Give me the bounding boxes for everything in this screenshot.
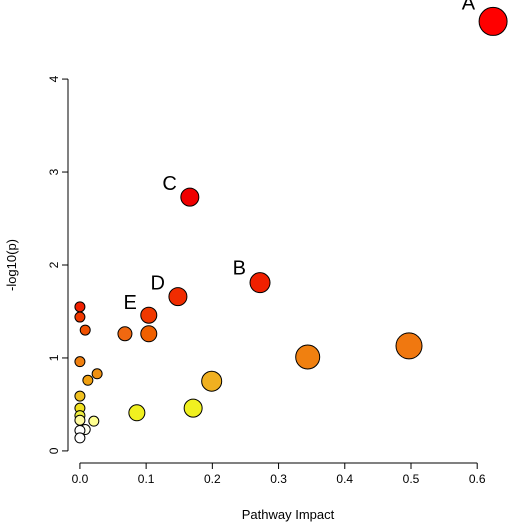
bubble [180,187,200,207]
bubble [79,324,91,336]
y-tick-label: 4 [47,75,61,82]
x-tick-label: 0.0 [72,472,89,486]
bubble [88,415,100,427]
bubble [74,414,86,426]
bubble [117,326,133,342]
x-tick-label: 0.3 [270,472,287,486]
bubble [82,374,94,386]
bubble [74,301,86,313]
bubble [183,398,203,418]
point-label: E [123,292,136,314]
bubble [249,272,271,294]
x-tick-label: 0.1 [138,472,155,486]
y-tick-label: 3 [47,168,61,175]
bubble [128,404,146,422]
bubble [295,344,321,370]
y-axis-label: -log10(p) [4,239,19,291]
bubble [74,432,86,444]
bubble [201,370,223,392]
y-tick-label: 1 [47,354,61,361]
bubble [395,332,423,360]
x-tick-label: 0.4 [336,472,353,486]
y-tick-label: 0 [47,447,61,454]
point-label: C [162,173,176,195]
y-tick-label: 2 [47,261,61,268]
point-label: D [150,273,164,295]
bubble [74,356,86,368]
bubble [168,287,188,307]
x-tick-label: 0.5 [403,472,420,486]
x-tick-label: 0.6 [469,472,486,486]
point-label: A [462,0,476,14]
bubble [140,325,158,343]
bubble [478,6,508,36]
x-tick-label: 0.2 [204,472,221,486]
x-axis-label: Pathway Impact [242,507,335,522]
bubble [140,306,158,324]
bubble [74,390,86,402]
bubble [74,311,86,323]
bubble [91,368,103,380]
point-label: B [233,258,246,280]
